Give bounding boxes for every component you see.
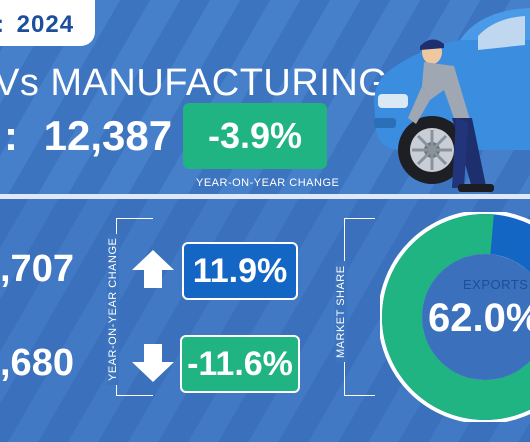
arrow-down-icon — [132, 344, 174, 382]
yoy-change-label: YEAR-ON-YEAR CHANGE — [196, 177, 340, 189]
row-2-value: ,680 — [0, 342, 74, 384]
exports-label: EXPORTS — [463, 277, 529, 292]
mechanic-with-car-icon — [374, 8, 530, 192]
total-output: : 12,387 — [4, 112, 172, 160]
exports-value: 62.0% — [428, 296, 530, 340]
donut-segment-exports — [382, 214, 530, 420]
yoy-change-badge: -3.9% — [183, 103, 327, 169]
market-share-donut — [380, 212, 530, 422]
headline: Vs MANUFACTURING — [0, 62, 389, 104]
row-1-change-badge: 11.9% — [182, 242, 298, 300]
year-label: : 2024 — [0, 11, 75, 38]
donut-hole — [422, 254, 530, 380]
section-divider — [0, 194, 530, 199]
total-value: 12,387 — [43, 112, 173, 159]
year-tab — [0, 0, 95, 46]
row-2-change-badge: -11.6% — [180, 335, 300, 393]
market-share-bracket — [344, 218, 375, 396]
market-share-vertical-label: MARKET SHARE — [335, 261, 347, 362]
row-1-value: ,707 — [0, 248, 74, 290]
yoy-vertical-label: YEAR-ON-YEAR CHANGE — [107, 233, 119, 385]
total-label: : — [4, 112, 18, 159]
arrow-up-icon — [132, 250, 174, 288]
